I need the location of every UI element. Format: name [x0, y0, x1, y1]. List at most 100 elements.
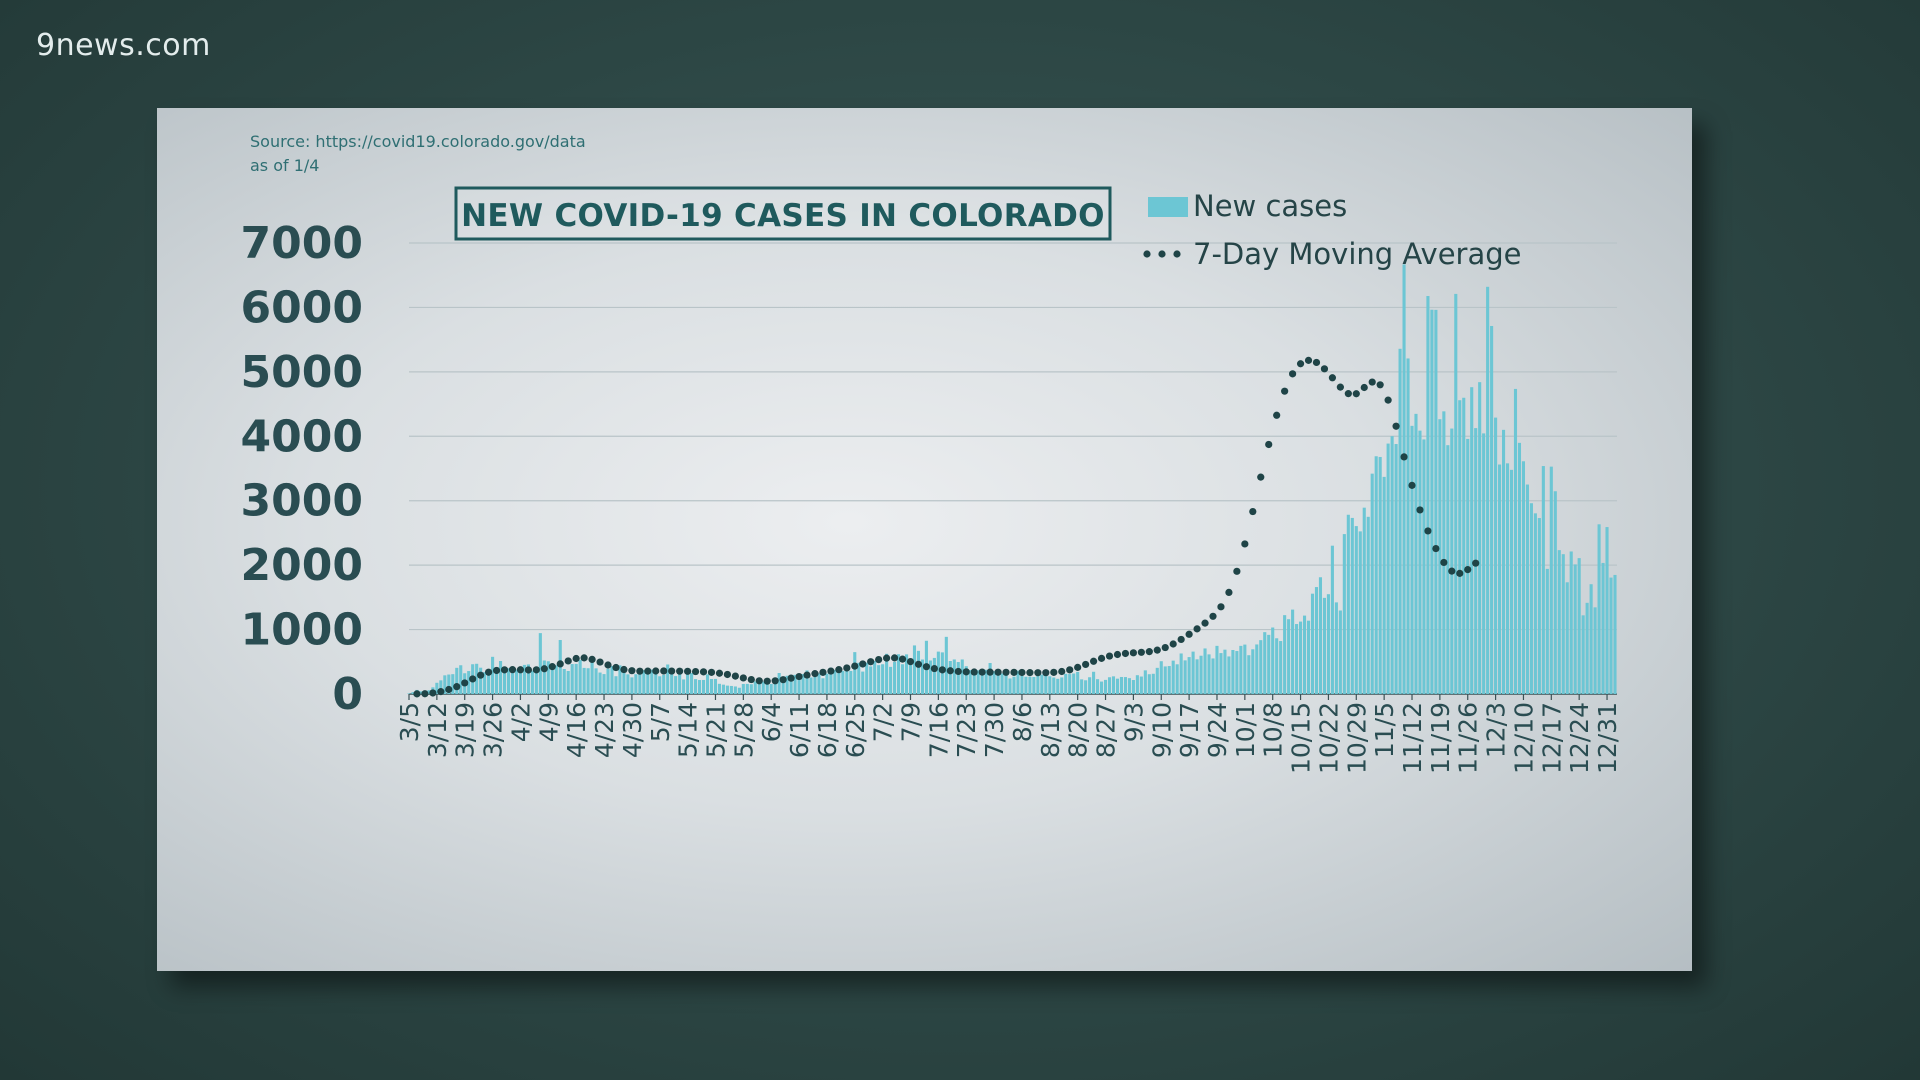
bar-new-cases [678, 671, 682, 694]
x-tick-label: 12/17 [1537, 702, 1566, 774]
bar-new-cases [1111, 676, 1116, 694]
bar-new-cases [1549, 466, 1553, 694]
bar-new-cases [1020, 676, 1024, 694]
x-tick-label: 3/26 [479, 702, 508, 758]
bar-new-cases [725, 685, 729, 694]
bar-new-cases [674, 676, 678, 694]
bar-new-cases [530, 670, 534, 694]
bar-new-cases [877, 665, 881, 694]
bar-new-cases [1490, 325, 1494, 694]
bar-new-cases [869, 666, 873, 694]
bar-new-cases [1529, 503, 1533, 694]
x-tick-label: 12/3 [1482, 702, 1511, 758]
bar-new-cases [1410, 425, 1414, 694]
moving-average-dot [477, 671, 485, 679]
bar-new-cases [1159, 661, 1163, 694]
bar-new-cases [435, 682, 439, 694]
bar-new-cases [885, 653, 889, 694]
moving-average-dot [1217, 603, 1225, 611]
bar-new-cases [821, 678, 825, 694]
bar-new-cases [1569, 551, 1573, 694]
bar-new-cases [1139, 676, 1143, 694]
bar-new-cases [1084, 680, 1088, 694]
bar-new-cases [845, 670, 849, 694]
bar-new-cases [598, 672, 602, 694]
bar-new-cases [662, 674, 666, 694]
bar-new-cases [976, 670, 980, 694]
bar-new-cases [1458, 400, 1462, 694]
x-tick-label: 5/7 [646, 702, 675, 742]
x-tick-label: 4/30 [618, 702, 647, 758]
bar-new-cases [1024, 676, 1028, 694]
bar-new-cases [1008, 678, 1012, 694]
bar-new-cases [1338, 610, 1342, 694]
legend-swatch-new-cases [1148, 197, 1188, 217]
bar-new-cases [1207, 654, 1211, 694]
bar-new-cases [491, 656, 495, 694]
bar-new-cases [980, 669, 984, 694]
bar-new-cases [610, 666, 614, 694]
bar-new-cases [1314, 587, 1319, 694]
bar-new-cases [1330, 545, 1334, 694]
x-tick-label: 11/19 [1426, 702, 1455, 774]
bar-new-cases [1235, 651, 1239, 694]
bar-new-cases [1151, 673, 1155, 694]
bar-new-cases [745, 683, 749, 694]
legend-dot-2 [1158, 250, 1166, 258]
bar-new-cases [542, 660, 546, 694]
bar-new-cases [773, 677, 777, 694]
moving-average-dot [636, 667, 644, 675]
bar-new-cases [1318, 577, 1323, 694]
bar-new-cases [849, 670, 853, 694]
bar-new-cases [1486, 286, 1490, 694]
bar-new-cases [1036, 676, 1040, 694]
bar-new-cases [411, 692, 415, 694]
x-tick-label: 11/26 [1454, 702, 1483, 774]
moving-average-dot [994, 668, 1002, 676]
bar-new-cases [475, 663, 479, 694]
bar-new-cases [829, 667, 833, 694]
bar-new-cases [578, 660, 582, 694]
bar-new-cases [666, 664, 670, 694]
moving-average-dot [1352, 390, 1360, 398]
moving-average-dot [1113, 650, 1122, 659]
bar-new-cases [1358, 531, 1362, 694]
x-tick-label: 10/8 [1259, 702, 1288, 758]
bar-new-cases [908, 660, 913, 694]
bar-new-cases [1561, 554, 1565, 694]
bar-new-cases [1068, 674, 1072, 694]
moving-average-dot [1249, 507, 1257, 516]
x-tick-label: 4/23 [590, 702, 619, 758]
bar-new-cases [968, 670, 972, 694]
bar-new-cases [861, 671, 865, 694]
bar-new-cases [1334, 602, 1338, 694]
moving-average-dot [851, 662, 859, 670]
bar-new-cases [1362, 507, 1366, 694]
moving-average-dot [883, 654, 891, 662]
moving-average-dot [469, 675, 477, 683]
bar-new-cases [1498, 464, 1502, 694]
moving-average-dot [516, 666, 525, 674]
moving-average-dot [1408, 481, 1416, 489]
x-tick-label: 9/17 [1175, 702, 1204, 758]
bar-new-cases [642, 670, 646, 694]
bar-new-cases [1557, 550, 1561, 694]
x-tick-label: 4/16 [562, 702, 591, 758]
bar-new-cases [1581, 615, 1585, 694]
bar-new-cases [705, 674, 710, 694]
bar-new-cases [1048, 676, 1052, 694]
moving-average-dot [922, 663, 931, 671]
moving-average-dot [1042, 669, 1050, 677]
bar-new-cases [1299, 621, 1303, 694]
bar-new-cases [1195, 659, 1199, 694]
bar-new-cases [741, 683, 745, 694]
bar-new-cases [1203, 648, 1207, 694]
bar-new-cases [1131, 680, 1135, 694]
bar-new-cases [1601, 562, 1605, 694]
bar-new-cases [713, 678, 718, 694]
x-tick-label: 7/30 [980, 702, 1009, 758]
bar-new-cases [753, 681, 757, 694]
moving-average-dot [1400, 453, 1408, 461]
bar-new-cases [1187, 657, 1191, 694]
moving-average-dot [1456, 569, 1464, 577]
